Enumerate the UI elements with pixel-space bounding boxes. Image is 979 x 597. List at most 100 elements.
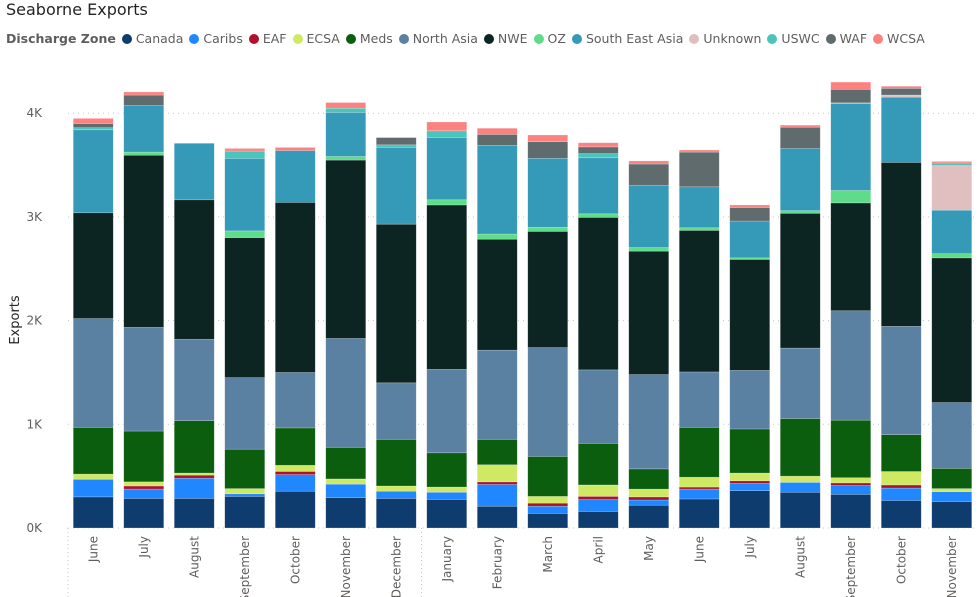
bar-segment[interactable]: [274, 474, 316, 492]
bar-segment[interactable]: [173, 474, 215, 479]
bar-segment[interactable]: [72, 427, 114, 475]
bar-segment[interactable]: [274, 471, 316, 475]
bar-segment[interactable]: [678, 227, 720, 231]
bar-segment[interactable]: [375, 490, 417, 499]
bar-segment[interactable]: [72, 473, 114, 480]
bar-segment[interactable]: [880, 94, 922, 98]
bar-segment[interactable]: [476, 134, 518, 146]
bar-stack[interactable]: [779, 124, 821, 529]
bar-segment[interactable]: [729, 428, 771, 474]
bar-segment[interactable]: [123, 488, 165, 499]
bar-stack[interactable]: [678, 149, 720, 529]
bar-segment[interactable]: [173, 472, 215, 476]
bar-segment[interactable]: [678, 476, 720, 488]
bar-segment[interactable]: [476, 464, 518, 483]
bar-segment[interactable]: [628, 468, 670, 490]
bar-segment[interactable]: [628, 374, 670, 470]
bar-segment[interactable]: [880, 434, 922, 472]
bar-segment[interactable]: [880, 471, 922, 486]
bar-segment[interactable]: [325, 483, 367, 498]
bar-stack[interactable]: [830, 81, 872, 529]
bar-segment[interactable]: [931, 209, 973, 255]
bar-segment[interactable]: [931, 257, 973, 403]
bar-segment[interactable]: [880, 88, 922, 96]
bar-segment[interactable]: [729, 483, 771, 491]
bar-segment[interactable]: [224, 237, 266, 378]
bar-segment[interactable]: [375, 382, 417, 440]
legend-item[interactable]: WCSA: [873, 31, 925, 46]
legend-item[interactable]: Unknown: [689, 31, 761, 46]
bar-segment[interactable]: [123, 154, 165, 328]
bar-segment[interactable]: [577, 496, 619, 500]
bar-segment[interactable]: [224, 496, 266, 529]
bar-segment[interactable]: [527, 505, 569, 514]
bar-segment[interactable]: [476, 505, 518, 529]
bar-segment[interactable]: [628, 488, 670, 498]
bar-segment[interactable]: [931, 491, 973, 502]
bar-segment[interactable]: [830, 81, 872, 90]
bar-segment[interactable]: [577, 213, 619, 218]
bar-segment[interactable]: [880, 326, 922, 435]
bar-segment[interactable]: [527, 231, 569, 348]
bar-segment[interactable]: [527, 502, 569, 507]
bar-stack[interactable]: [527, 134, 569, 529]
bar-segment[interactable]: [426, 452, 468, 488]
bar-segment[interactable]: [375, 137, 417, 146]
bar-segment[interactable]: [72, 318, 114, 428]
bar-segment[interactable]: [325, 338, 367, 448]
bar-segment[interactable]: [72, 123, 114, 129]
legend-item[interactable]: Caribs: [189, 31, 243, 46]
bar-stack[interactable]: [72, 118, 114, 529]
bar-segment[interactable]: [224, 448, 266, 489]
bar-segment[interactable]: [880, 487, 922, 501]
legend-item[interactable]: North Asia: [398, 31, 478, 46]
bar-segment[interactable]: [375, 485, 417, 492]
bar-segment[interactable]: [779, 418, 821, 477]
bar-segment[interactable]: [123, 481, 165, 487]
bar-segment[interactable]: [426, 130, 468, 138]
bar-segment[interactable]: [173, 420, 215, 474]
bar-segment[interactable]: [224, 150, 266, 159]
bar-segment[interactable]: [830, 419, 872, 479]
bar-segment[interactable]: [577, 142, 619, 148]
bar-segment[interactable]: [527, 226, 569, 232]
bar-segment[interactable]: [123, 485, 165, 490]
bar-segment[interactable]: [830, 190, 872, 204]
bar-segment[interactable]: [628, 163, 670, 186]
bar-stack[interactable]: [577, 142, 619, 529]
bar-segment[interactable]: [931, 468, 973, 489]
bar-segment[interactable]: [628, 499, 670, 506]
bar-segment[interactable]: [375, 223, 417, 384]
bar-stack[interactable]: [173, 142, 215, 529]
bar-segment[interactable]: [426, 499, 468, 529]
bar-stack[interactable]: [880, 85, 922, 529]
bar-segment[interactable]: [678, 186, 720, 229]
bar-segment[interactable]: [880, 484, 922, 489]
bar-segment[interactable]: [779, 475, 821, 483]
bar-segment[interactable]: [325, 107, 367, 113]
bar-segment[interactable]: [577, 157, 619, 215]
bar-segment[interactable]: [527, 158, 569, 228]
bar-segment[interactable]: [729, 480, 771, 484]
legend-item[interactable]: Canada: [121, 31, 183, 46]
bar-segment[interactable]: [274, 464, 316, 472]
bar-segment[interactable]: [931, 402, 973, 469]
bar-segment[interactable]: [830, 477, 872, 484]
bar-segment[interactable]: [325, 497, 367, 529]
bar-segment[interactable]: [476, 238, 518, 351]
legend-item[interactable]: EAF: [248, 31, 287, 46]
bar-segment[interactable]: [274, 372, 316, 429]
bar-segment[interactable]: [830, 485, 872, 495]
bar-segment[interactable]: [678, 230, 720, 373]
bar-segment[interactable]: [123, 94, 165, 106]
bar-segment[interactable]: [426, 486, 468, 493]
bar-segment[interactable]: [628, 184, 670, 248]
bar-segment[interactable]: [527, 496, 569, 504]
bar-segment[interactable]: [274, 427, 316, 466]
bar-segment[interactable]: [173, 199, 215, 340]
bar-segment[interactable]: [527, 456, 569, 497]
bar-segment[interactable]: [476, 127, 518, 135]
bar-segment[interactable]: [72, 496, 114, 529]
bar-segment[interactable]: [577, 146, 619, 154]
bar-segment[interactable]: [325, 112, 367, 157]
